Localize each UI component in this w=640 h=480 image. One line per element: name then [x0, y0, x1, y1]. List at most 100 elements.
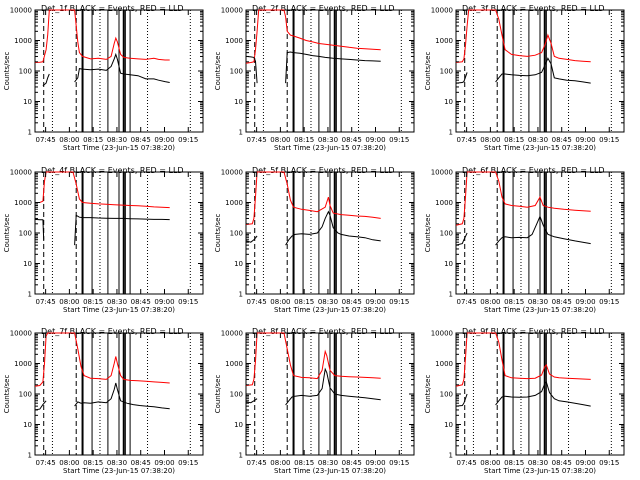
x-tick-label: 09:15 [389, 459, 409, 467]
events-series-line [495, 380, 591, 407]
y-tick-label: 10000 [221, 7, 243, 15]
x-tick-label: 08:15 [83, 136, 103, 144]
y-tick-label: 1 [449, 291, 453, 299]
events-series-line [245, 235, 258, 243]
y-tick-label: 10 [444, 260, 453, 268]
y-tick-label: 10 [23, 98, 32, 106]
x-tick-label: 08:45 [342, 136, 362, 144]
x-tick-label: 08:30 [528, 298, 548, 306]
y-tick-label: 100 [19, 391, 32, 399]
y-tick-label: 100 [440, 230, 453, 238]
x-tick-label: 09:15 [599, 298, 619, 306]
x-tick-label: 08:15 [294, 298, 314, 306]
y-tick-label: 10 [23, 260, 32, 268]
x-tick-label: 09:15 [389, 298, 409, 306]
x-axis-title: Start Time (23-Jun-15 07:38:20) [63, 144, 175, 152]
y-tick-label: 1 [28, 129, 32, 137]
events-series-line [285, 210, 381, 246]
y-tick-label: 10 [234, 260, 243, 268]
x-tick-label: 07:45 [457, 459, 477, 467]
panel-title: Det_9f BLACK = Events, RED = LLD [462, 327, 605, 336]
panel-7: Det_7f BLACK = Events, RED = LLD 1 10 100 10… [3, 327, 204, 475]
x-tick-label: 07:45 [247, 459, 267, 467]
x-tick-label: 08:30 [107, 298, 127, 306]
y-axis-title: Counts/sec [214, 375, 222, 414]
x-tick-label: 08:00 [270, 298, 290, 306]
x-tick-label: 07:45 [247, 298, 267, 306]
x-tick-label: 08:30 [318, 298, 338, 306]
x-tick-label: 08:30 [107, 136, 127, 144]
lld-series-line [245, 332, 381, 386]
lld-series-line [455, 171, 591, 226]
events-series-line [42, 73, 50, 87]
x-tick-label: 08:15 [294, 136, 314, 144]
y-tick-label: 1000 [225, 360, 243, 368]
y-tick-label: 100 [440, 68, 453, 76]
y-tick-label: 100 [19, 68, 32, 76]
x-axis-title: Start Time (23-Jun-15 07:38:20) [484, 306, 596, 314]
x-tick-label: 08:30 [318, 459, 338, 467]
x-tick-label: 08:00 [59, 136, 79, 144]
x-tick-label: 08:00 [59, 459, 79, 467]
panel-title: Det_3f BLACK = Events, RED = LLD [462, 4, 605, 13]
x-tick-label: 08:30 [107, 459, 127, 467]
x-tick-label: 09:15 [599, 459, 619, 467]
y-tick-label: 1 [239, 452, 243, 460]
events-series-line [495, 57, 591, 84]
events-series-line [245, 398, 258, 404]
panel-1: Det_1f BLACK = Events, RED = LLD 1 10 100 10… [3, 4, 204, 152]
x-tick-label: 09:00 [575, 136, 595, 144]
y-tick-label: 1 [28, 452, 32, 460]
x-axis-title: Start Time (23-Jun-15 07:38:20) [484, 467, 596, 475]
x-tick-label: 08:00 [270, 459, 290, 467]
events-series-line [34, 400, 47, 411]
x-tick-label: 08:00 [480, 459, 500, 467]
x-tick-label: 08:15 [504, 459, 524, 467]
y-tick-label: 10 [234, 421, 243, 429]
y-tick-label: 10000 [431, 330, 453, 338]
panel-title: Det_6f BLACK = Events, RED = LLD [462, 166, 605, 175]
x-tick-label: 08:00 [270, 136, 290, 144]
panel-3: Det_3f BLACK = Events, RED = LLD 1 10 100 10… [424, 4, 625, 152]
events-series-line [74, 382, 170, 410]
x-axis-title: Start Time (23-Jun-15 07:38:20) [274, 467, 386, 475]
lld-series-line [34, 332, 170, 387]
events-series-line [285, 51, 381, 84]
panel-2: Det_2f BLACK = Events, RED = LLD 1 10 100 10… [214, 4, 415, 152]
x-tick-label: 09:15 [178, 136, 198, 144]
x-tick-label: 08:30 [528, 459, 548, 467]
y-tick-label: 100 [19, 230, 32, 238]
x-tick-label: 09:00 [575, 459, 595, 467]
x-tick-label: 09:00 [575, 298, 595, 306]
panel-title: Det_7f BLACK = Events, RED = LLD [41, 327, 184, 336]
lld-series-line [245, 171, 381, 225]
x-tick-label: 07:45 [36, 459, 56, 467]
y-tick-label: 100 [230, 391, 243, 399]
x-tick-label: 08:45 [552, 298, 572, 306]
x-axis-title: Start Time (23-Jun-15 07:38:20) [63, 306, 175, 314]
x-axis-title: Start Time (23-Jun-15 07:38:20) [484, 144, 596, 152]
y-tick-label: 10000 [431, 169, 453, 177]
x-tick-label: 08:45 [342, 459, 362, 467]
y-tick-label: 10000 [10, 169, 32, 177]
x-tick-label: 08:15 [504, 136, 524, 144]
y-tick-label: 10 [444, 421, 453, 429]
events-series-line [285, 367, 381, 406]
x-tick-label: 08:45 [552, 136, 572, 144]
lld-series-line [245, 9, 381, 64]
y-tick-label: 1000 [225, 199, 243, 207]
lld-series-line [34, 9, 170, 63]
lld-series-line [35, 171, 170, 209]
events-series-line [455, 393, 468, 407]
lld-series-line [455, 9, 591, 63]
x-tick-label: 08:00 [480, 136, 500, 144]
events-series-line [74, 52, 170, 83]
x-tick-label: 09:15 [178, 298, 198, 306]
panel-9: Det_9f BLACK = Events, RED = LLD 1 10 100 10… [424, 327, 625, 475]
panel-title: Det_4f BLACK = Events, RED = LLD [41, 166, 184, 175]
x-tick-label: 09:00 [365, 459, 385, 467]
events-series-line [455, 72, 468, 84]
y-axis-title: Counts/sec [3, 214, 11, 253]
panel-4: Det_4f BLACK = Events, RED = LLD 1 10 100 10… [3, 166, 204, 314]
panel-title: Det_8f BLACK = Events, RED = LLD [252, 327, 395, 336]
